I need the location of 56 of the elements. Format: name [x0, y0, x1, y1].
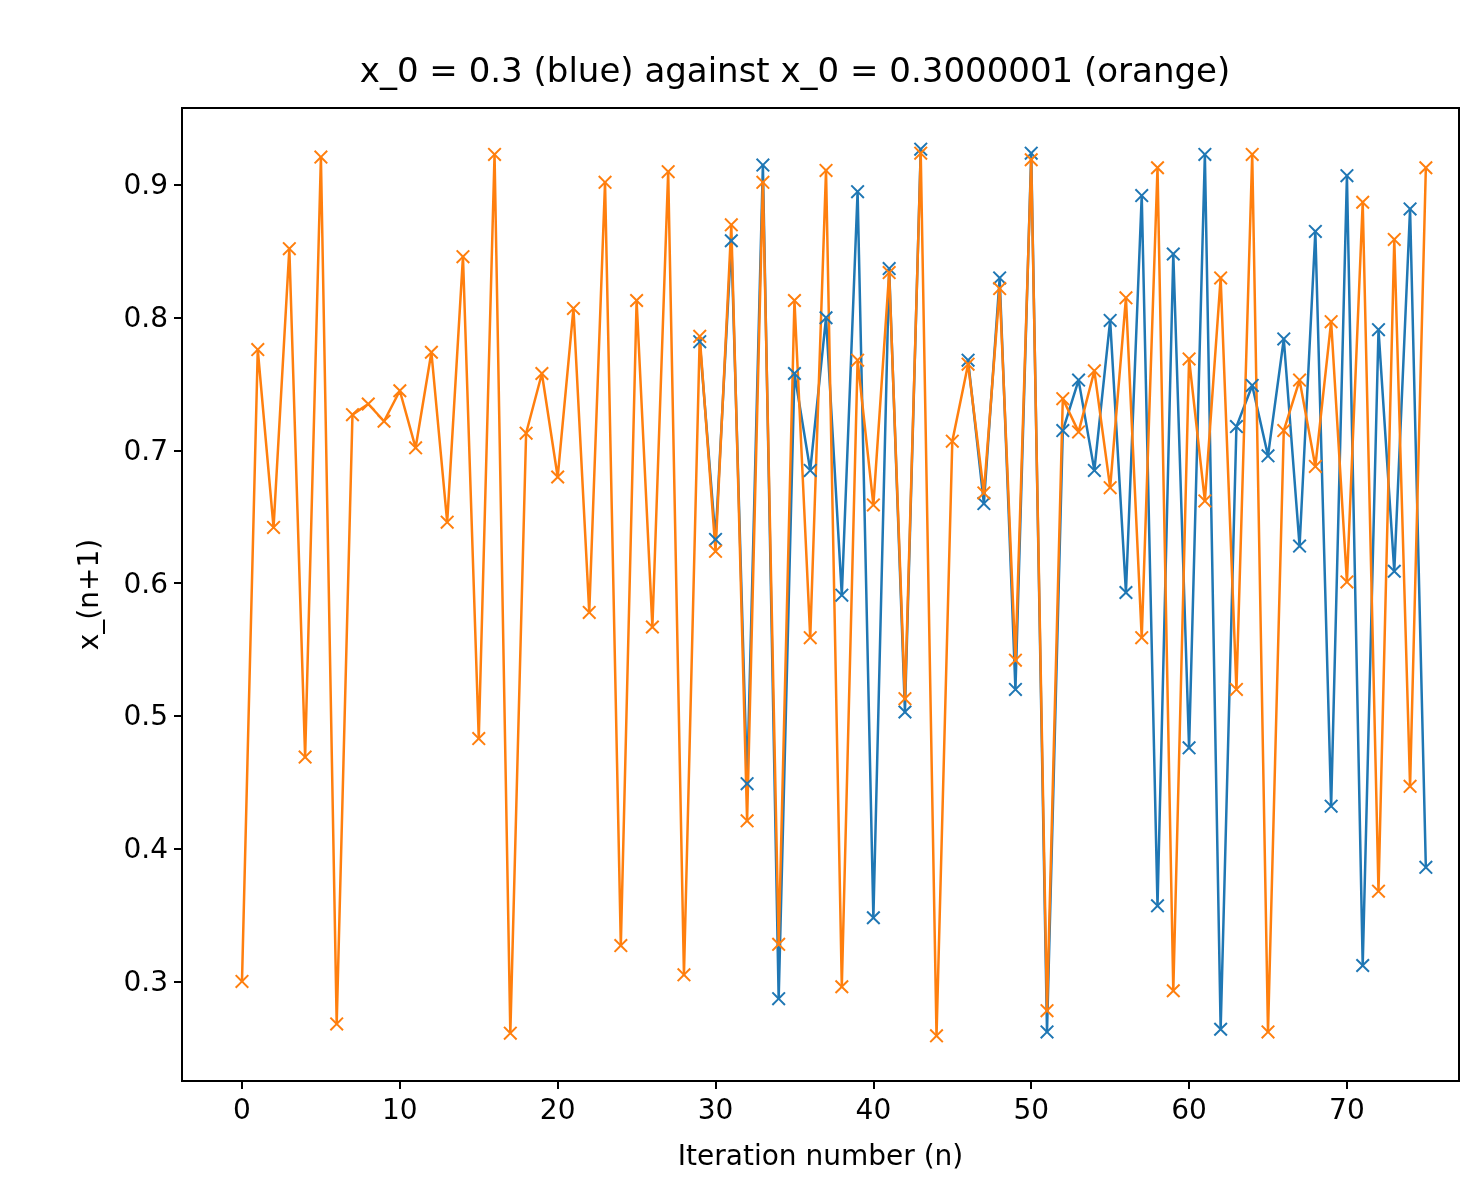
point — [1387, 564, 1402, 579]
point — [1197, 147, 1212, 162]
point — [1308, 224, 1323, 239]
point — [1134, 188, 1149, 203]
point — [1213, 1022, 1228, 1037]
y-axis-title: x_(n+1) — [71, 538, 105, 651]
point — [708, 532, 723, 547]
x-tick-label: 0 — [233, 1092, 251, 1126]
y-tick-label: 0.9 — [123, 168, 168, 202]
x-tick-label: 40 — [855, 1092, 892, 1126]
point — [1371, 322, 1386, 337]
point — [740, 776, 755, 791]
point — [1276, 331, 1291, 346]
point — [1166, 247, 1181, 262]
point — [866, 910, 881, 925]
point — [1150, 898, 1165, 913]
point — [1292, 539, 1307, 554]
point — [1324, 799, 1339, 814]
point — [787, 366, 802, 381]
point — [1008, 682, 1023, 697]
point — [771, 991, 786, 1006]
point — [1339, 168, 1354, 183]
point — [1245, 378, 1260, 393]
point — [1040, 1024, 1055, 1039]
point — [1182, 740, 1197, 755]
point — [850, 184, 865, 199]
point — [755, 158, 770, 173]
x-tick-label: 70 — [1329, 1092, 1365, 1126]
point — [803, 463, 818, 478]
point — [1055, 423, 1070, 438]
point — [1071, 373, 1086, 388]
point — [1418, 860, 1433, 875]
point — [1229, 419, 1244, 434]
y-tick-label: 0.8 — [123, 301, 168, 335]
y-tick-label: 0.6 — [123, 566, 168, 600]
point — [897, 704, 912, 719]
point — [724, 233, 739, 248]
point — [1261, 448, 1275, 463]
y-tick-label: 0.5 — [123, 699, 168, 733]
x-tick-label: 50 — [1013, 1092, 1050, 1126]
x-tick-label: 60 — [1171, 1092, 1207, 1126]
x-tick-label: 10 — [382, 1092, 418, 1126]
y-tick-label: 0.3 — [123, 964, 168, 998]
x-axis-title: Iteration number (n) — [677, 1138, 964, 1172]
point — [692, 334, 707, 349]
x-tick-label: 20 — [539, 1092, 576, 1126]
point — [1103, 313, 1118, 328]
chart-title: x_0 = 0.3 (blue) against x_0 = 0.3000001 (orange) — [359, 50, 1231, 90]
y-tick-label: 0.7 — [123, 433, 168, 467]
point — [1403, 201, 1418, 216]
point — [834, 588, 849, 603]
point — [819, 310, 834, 325]
point — [1087, 463, 1102, 478]
y-tick-label: 0.4 — [123, 832, 168, 866]
point — [1355, 958, 1370, 973]
x-tick-label: 30 — [697, 1092, 734, 1126]
